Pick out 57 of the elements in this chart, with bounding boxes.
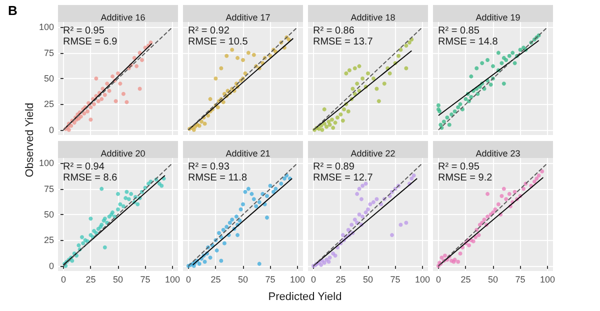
annotation: R² = 0.85 xyxy=(438,26,480,36)
annotation: R² = 0.95 xyxy=(63,26,105,36)
x-tick-label: 25 xyxy=(86,274,96,284)
y-tick-label: 25 xyxy=(44,99,54,110)
x-tick-label: 25 xyxy=(336,274,346,284)
annotation: R² = 0.95 xyxy=(438,162,480,172)
text: Observed Yield xyxy=(24,102,36,178)
annotation: RMSE = 6.9 xyxy=(63,36,118,48)
annotation: R² = 0.94 xyxy=(63,162,105,172)
chart-title: Additive 16 xyxy=(100,12,146,22)
annotation: RMSE = 10.5 xyxy=(188,36,248,48)
annotation: R² = 0.86 xyxy=(313,26,355,36)
x-tick-label: 50 xyxy=(488,274,498,284)
text: Predicted Yield xyxy=(268,291,342,303)
x-tick-label: 100 xyxy=(415,274,430,284)
y-tick-label: 75 xyxy=(44,48,54,58)
annotation: R² = 0.93 xyxy=(188,162,230,172)
chart-title: Additive 22 xyxy=(350,148,396,158)
x-tick-label: 50 xyxy=(238,274,248,284)
x-tick-label: 0 xyxy=(186,274,191,284)
chart-title: Additive 20 xyxy=(100,148,146,158)
annotation: R² = 0.92 xyxy=(188,26,230,36)
x-tick-label: 100 xyxy=(540,274,556,284)
y-tick-label: 100 xyxy=(38,22,54,32)
y-tick-label: 50 xyxy=(44,74,54,84)
x-tick-label: 0 xyxy=(310,274,316,284)
y-tick-label: 0 xyxy=(48,260,54,271)
x-tick-label: 0 xyxy=(60,274,66,284)
x-tick-label: 25 xyxy=(210,274,221,284)
x-tick-label: 50 xyxy=(112,274,124,284)
y-tick-label: 75 xyxy=(44,184,54,194)
chart-title: Additive 21 xyxy=(226,148,270,158)
annotation: RMSE = 14.8 xyxy=(438,36,498,48)
annotation: RMSE = 13.7 xyxy=(313,36,374,48)
x-tick-label: 50 xyxy=(362,274,374,284)
y-tick-label: 100 xyxy=(38,158,54,168)
chart-title: Additive 19 xyxy=(476,12,520,22)
annotation: R² = 0.89 xyxy=(313,162,355,172)
x-tick-label: 100 xyxy=(290,274,306,284)
annotation: RMSE = 9.2 xyxy=(438,172,493,184)
y-tick-label: 0 xyxy=(48,124,54,135)
x-tick-label: 75 xyxy=(515,274,526,284)
x-tick-label: 75 xyxy=(390,274,400,284)
x-tick-label: 100 xyxy=(165,274,180,284)
y-tick-label: 50 xyxy=(44,210,54,220)
y-tick-label: 25 xyxy=(44,235,54,246)
x-tick-label: 0 xyxy=(436,274,441,284)
x-tick-label: 75 xyxy=(140,274,150,284)
annotation: RMSE = 12.7 xyxy=(313,172,374,184)
x-tick-label: 25 xyxy=(460,274,471,284)
annotation: RMSE = 8.6 xyxy=(63,172,118,184)
x-tick-label: 75 xyxy=(265,274,276,284)
chart-title: Additive 23 xyxy=(476,148,520,158)
chart-title: Additive 17 xyxy=(226,12,270,22)
chart-title: Additive 18 xyxy=(350,12,396,22)
text: B xyxy=(8,3,18,18)
annotation: RMSE = 11.8 xyxy=(188,172,248,184)
